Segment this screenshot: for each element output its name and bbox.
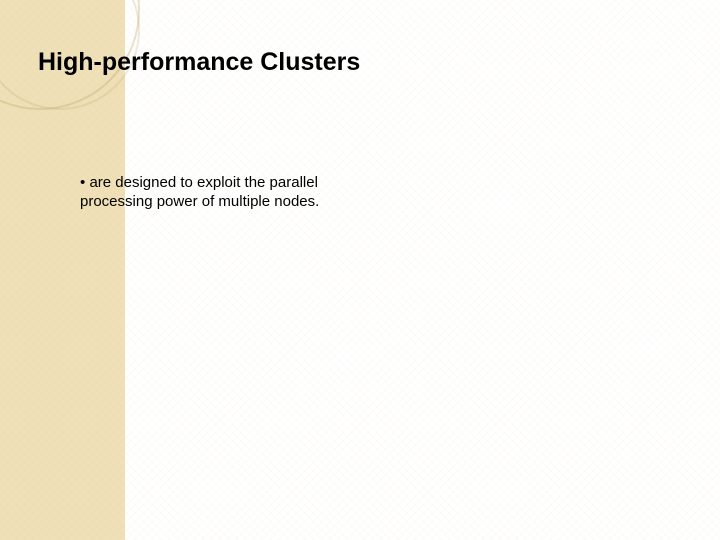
slide: High-performance Clusters • are designed… [0,0,720,540]
slide-body: • are designed to exploit the parallel p… [80,173,410,211]
body-text-line1: are designed to exploit the parallel [89,174,318,191]
bullet-marker-icon: • [80,174,85,191]
bullet-item: • are designed to exploit the parallel [80,173,410,192]
body-text-line2: processing power of multiple nodes. [80,192,410,211]
slide-title: High-performance Clusters [38,48,360,77]
left-band-decor [0,0,125,540]
